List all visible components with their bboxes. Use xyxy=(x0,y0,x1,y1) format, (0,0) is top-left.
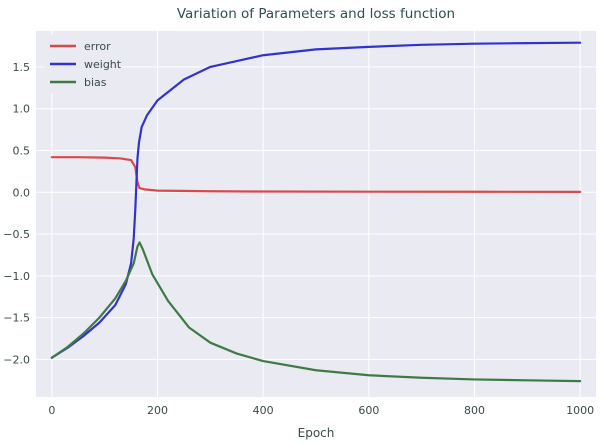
x-tick-label: 0 xyxy=(48,404,55,417)
legend-label-weight: weight xyxy=(84,58,122,71)
x-tick-label: 400 xyxy=(253,404,274,417)
plot-area xyxy=(36,31,596,397)
y-tick-label: −1.0 xyxy=(3,270,30,283)
series-lines xyxy=(50,41,582,383)
legend-label-bias: bias xyxy=(84,76,107,89)
series-line-bias xyxy=(50,241,582,383)
chart-title: Variation of Parameters and loss functio… xyxy=(177,6,455,22)
x-tick-label: 1000 xyxy=(566,404,594,417)
series-line-weight xyxy=(50,41,582,359)
x-axis-label: Epoch xyxy=(298,426,335,440)
y-tick-label: 0.5 xyxy=(13,144,31,157)
tick-labels: 0 200 400 600 800 1000 −2.0 −1.5 −1.0 −0.5 0.0 0.5 1… xyxy=(3,61,594,417)
x-tick-label: 800 xyxy=(464,404,485,417)
legend: error weight bias xyxy=(44,35,122,93)
y-tick-label: 1.5 xyxy=(13,61,31,74)
series-line-error xyxy=(50,156,582,193)
y-tick-label: −0.5 xyxy=(3,228,30,241)
x-tick-label: 200 xyxy=(147,404,168,417)
y-tick-label: −1.5 xyxy=(3,312,30,325)
y-tick-label: −2.0 xyxy=(3,353,30,366)
y-tick-label: 1.0 xyxy=(13,103,31,116)
x-tick-label: 600 xyxy=(358,404,379,417)
y-tick-label: 0.0 xyxy=(13,186,31,199)
legend-label-error: error xyxy=(84,40,111,53)
